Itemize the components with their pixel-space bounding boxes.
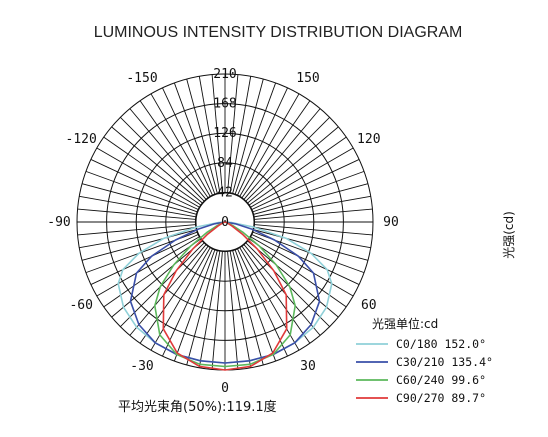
grid-spoke [243,243,321,336]
grid-spoke [232,78,264,195]
grid-spoke [239,93,300,198]
grid-spoke [96,147,201,208]
grid-spoke [246,126,339,204]
grid-spoke [79,226,197,249]
grid-spoke [234,82,277,195]
legend: 光强单位:cd C0/180 152.0° C30/210 135.4° C60/2… [356,316,493,405]
angle-label: 90 [383,215,399,230]
grid-spoke [85,170,198,213]
grid-spoke [248,238,347,308]
grid-spoke [229,250,252,368]
grid-spoke [77,208,197,220]
radial-label: 84 [217,156,233,171]
grid-spoke [253,224,373,236]
grid-spoke [252,229,369,261]
grid-spoke [227,74,239,194]
grid-spoke [186,249,218,366]
grid-spoke [79,195,197,218]
grid-spoke [227,250,239,370]
grid-spoke [81,183,198,215]
grid-spoke [173,249,216,362]
grid-spoke [150,246,211,351]
grid-spoke [150,93,211,198]
grid-spoke [96,236,201,297]
grid-spoke [253,226,371,249]
grid-spoke [90,233,199,285]
radial-label: 42 [217,185,233,200]
grid-spoke [77,224,197,236]
series-line-3 [162,221,288,371]
grid-spoke [162,248,214,357]
grid-spoke [251,233,360,285]
grid-spoke [198,250,221,368]
grid-spoke [139,100,209,199]
grid-spoke [211,74,223,194]
grid-spoke [103,136,202,206]
grid-spoke [253,195,371,218]
angle-label: -60 [69,298,92,313]
angle-label: -90 [47,215,70,230]
grid-spoke [252,170,365,213]
grid-spoke [234,249,277,362]
legend-entry-3: C90/270 89.7° [396,391,486,405]
grid-spoke [211,250,223,370]
grid-spoke [252,183,369,215]
grid-spoke [239,246,300,351]
angle-label: 30 [300,359,316,374]
angle-label: -30 [130,359,153,374]
grid-spoke [251,159,360,211]
radial-label: 0 [221,215,229,230]
grid-spoke [129,243,207,336]
grid-spoke [249,147,354,208]
grid-spoke [129,108,207,201]
legend-entry-0: C0/180 152.0° [396,337,486,351]
grid-spoke [232,249,264,366]
polar-grid [76,73,374,371]
y-axis-label: 光强(cd) [502,211,516,259]
legend-entry-2: C60/240 99.6° [396,373,486,387]
grid-spoke [245,117,330,202]
series-line-2 [154,221,296,368]
radial-label: 210 [213,67,236,82]
beam-angle-caption: 平均光束角(50%):119.1度 [118,399,277,415]
grid-spoke [246,240,339,318]
grid-spoke [186,78,218,195]
grid-spoke [103,238,202,308]
grid-spoke [120,117,205,202]
grid-spoke [243,108,321,201]
grid-spoke [111,126,204,204]
grid-spoke [198,76,221,194]
grid-spoke [241,245,311,344]
angle-label: 60 [361,298,377,313]
legend-entry-1: C30/210 135.4° [396,355,493,369]
grid-spoke [81,229,198,261]
series-line-1 [129,221,321,364]
angle-labels: 0 -30 30 -60 60 -90 90 -120 120 -150 150 [47,71,399,396]
angle-label: 0 [221,381,229,396]
angle-label: -120 [66,132,97,147]
radial-label: 126 [213,126,236,141]
legend-title: 光强单位:cd [372,316,438,331]
grid-spoke [111,240,204,318]
grid-spoke [229,76,252,194]
grid-spoke [173,82,216,195]
grid-spoke [236,87,288,196]
grid-spoke [248,136,347,206]
radial-label: 168 [213,97,236,112]
grid-spoke [162,87,214,196]
radial-labels: 0 42 84 126 168 210 [213,67,236,230]
grid-spoke [249,236,354,297]
polar-curves [117,221,333,371]
grid-spoke [90,159,199,211]
angle-label: -150 [126,71,157,86]
grid-spoke [241,100,311,199]
angle-label: 150 [296,71,319,86]
grid-spoke [253,208,373,220]
grid-spoke [139,245,209,344]
angle-label: 120 [357,132,380,147]
grid-spoke [236,248,288,357]
chart-title: LUMINOUS INTENSITY DISTRIBUTION DIAGRAM [94,24,463,41]
